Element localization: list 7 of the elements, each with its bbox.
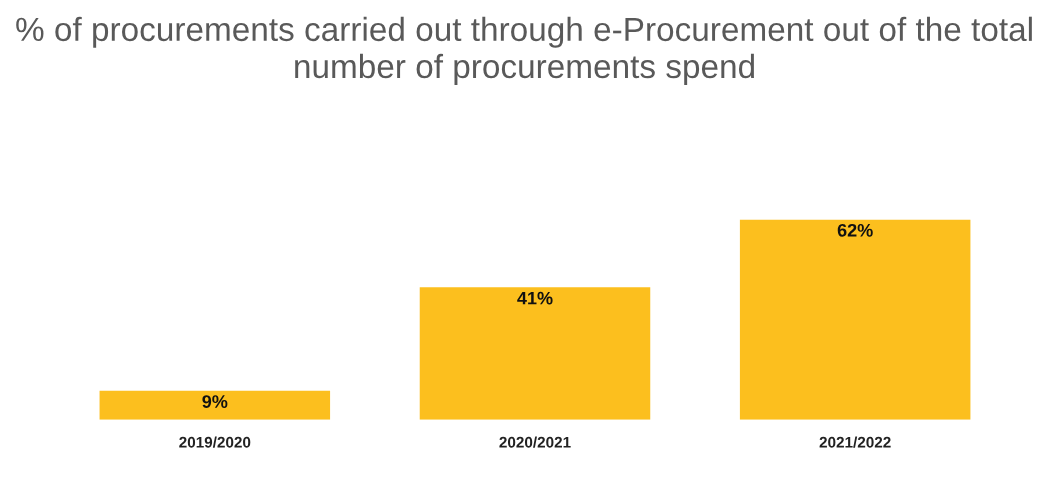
data-label: 62%: [837, 223, 873, 237]
chart-title: % of procurements carried out through e-Procurement out of the total number of procurements spend: [16, 16, 1032, 85]
x-tick-label: 2021/2022: [819, 436, 891, 448]
data-label: 9%: [202, 395, 228, 408]
data-label: 41%: [517, 291, 553, 305]
x-tick-label: 2020/2021: [499, 436, 571, 448]
x-tick-label: 2019/2020: [179, 436, 251, 448]
